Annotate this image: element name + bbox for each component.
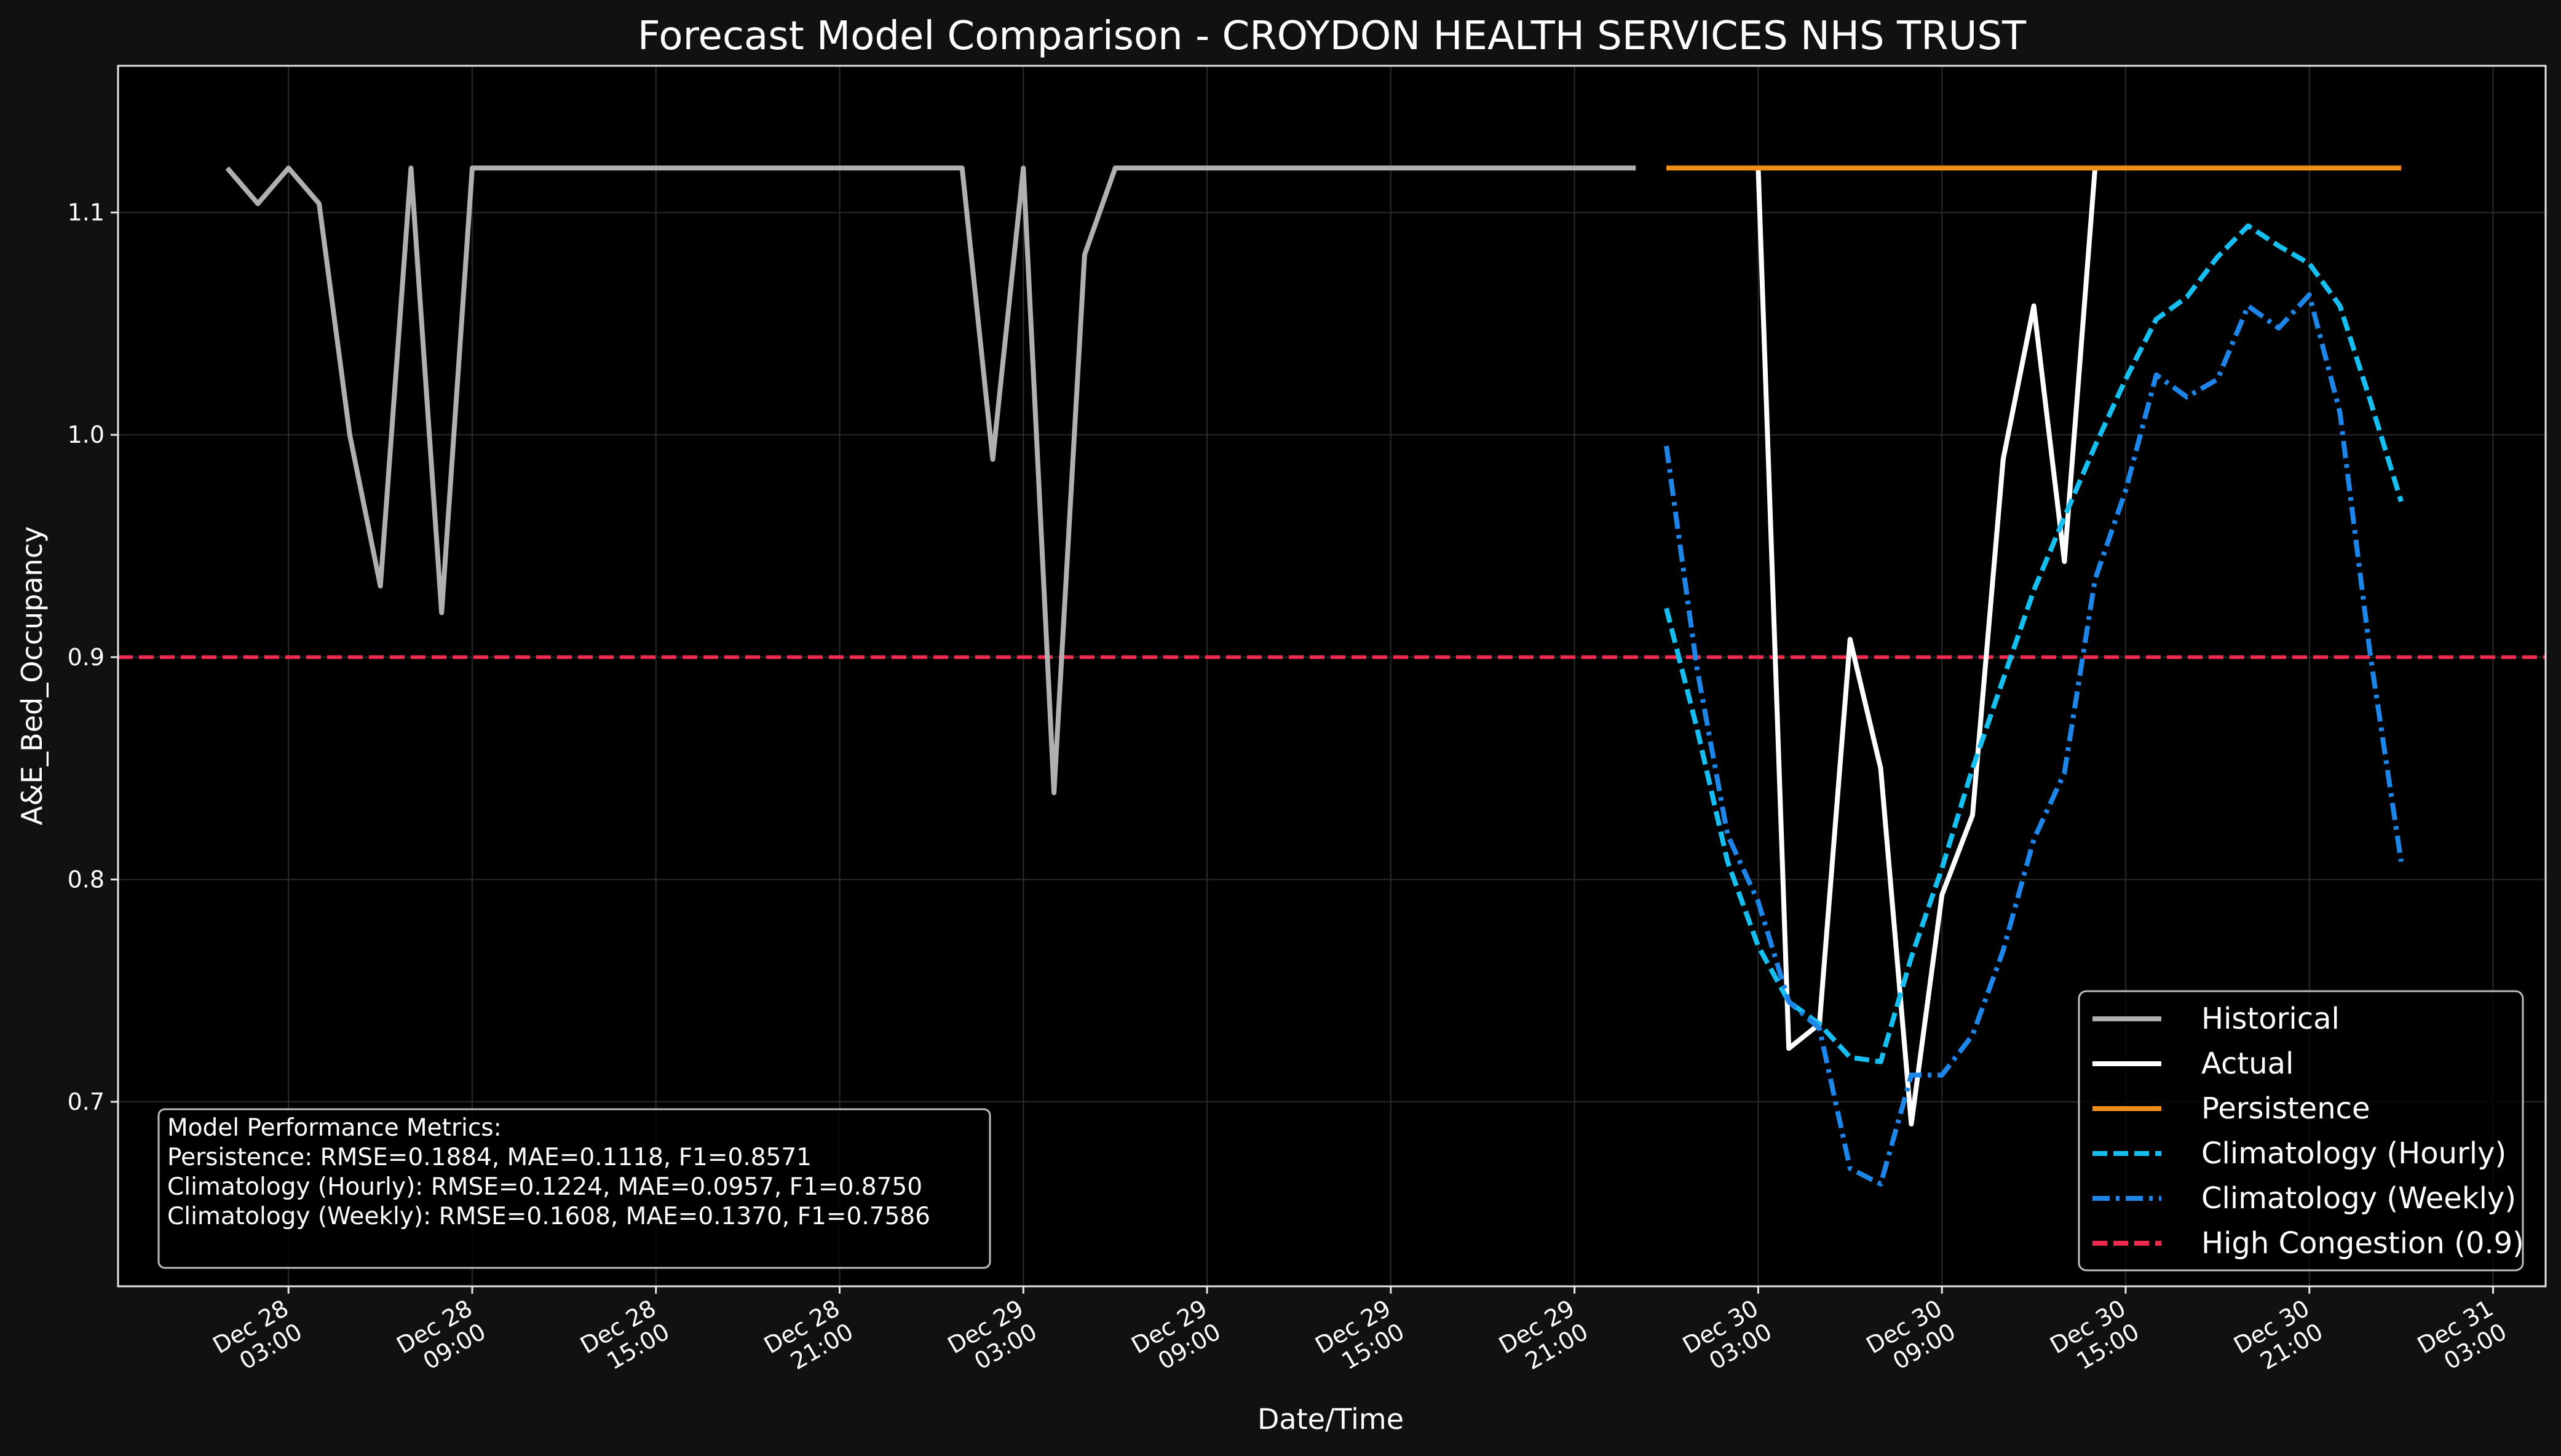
metrics-box-frame bbox=[157, 1108, 991, 1269]
legend: Historical Actual Persistence Climatolog… bbox=[2078, 990, 2524, 1272]
metrics-box: Model Performance Metrics: Persistence: … bbox=[157, 1108, 991, 1269]
x-axis-label: Date/Time bbox=[1257, 1403, 1404, 1436]
legend-label-climatology-weekly: Climatology (Weekly) bbox=[2201, 1181, 2516, 1216]
series-line-historical bbox=[225, 165, 1636, 796]
plot-frame bbox=[117, 65, 2547, 1288]
legend-label-high-congestion: High Congestion (0.9) bbox=[2201, 1226, 2524, 1260]
legend-label-persistence: Persistence bbox=[2201, 1091, 2370, 1126]
legend-label-historical: Historical bbox=[2201, 1002, 2340, 1036]
y-axis: 0.7 0.8 0.9 1.0 1.1 bbox=[68, 199, 118, 1115]
legend-frame bbox=[2078, 990, 2524, 1272]
y-tick-label: 1.0 bbox=[68, 421, 105, 448]
metrics-persistence: Persistence: RMSE=0.1884, MAE=0.1118, F1… bbox=[167, 1144, 812, 1171]
series-group bbox=[225, 165, 2404, 1187]
series-line-actual bbox=[1755, 167, 2098, 1127]
y-tick-label: 0.8 bbox=[68, 866, 105, 893]
legend-label-actual: Actual bbox=[2201, 1046, 2294, 1081]
metrics-climatology-hourly: Climatology (Hourly): RMSE=0.1224, MAE=0… bbox=[167, 1173, 922, 1201]
legend-swatches bbox=[2092, 1016, 2161, 1246]
legend-label-climatology-hourly: Climatology (Hourly) bbox=[2201, 1136, 2506, 1171]
y-tick-label: 0.9 bbox=[68, 644, 105, 671]
chart-title: Forecast Model Comparison - CROYDON HEAL… bbox=[638, 14, 2027, 59]
y-tick-label: 1.1 bbox=[68, 199, 105, 226]
y-axis-label: A&E_Bed_Occupancy bbox=[15, 526, 49, 825]
series-line-climatology-hourly bbox=[1664, 223, 2404, 1064]
metrics-title: Model Performance Metrics: bbox=[167, 1114, 502, 1142]
series-line-climatology-weekly bbox=[1664, 292, 2404, 1187]
y-tick-label: 0.7 bbox=[68, 1088, 105, 1115]
metrics-climatology-weekly: Climatology (Weekly): RMSE=0.1608, MAE=0… bbox=[167, 1203, 930, 1230]
